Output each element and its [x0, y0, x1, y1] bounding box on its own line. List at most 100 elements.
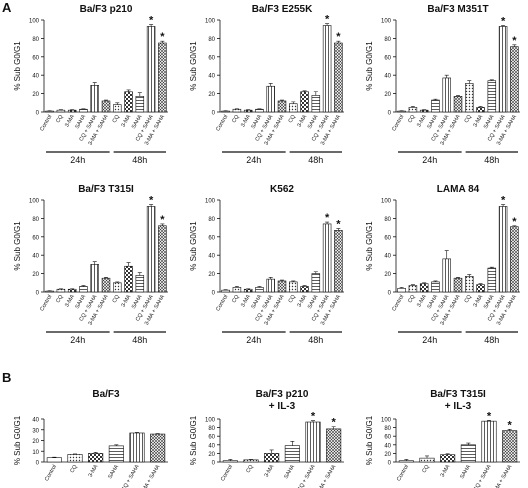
bar — [322, 25, 332, 113]
group-label: 48h — [308, 155, 323, 165]
error-bar — [336, 228, 341, 231]
y-tick-label: 60 — [32, 235, 39, 241]
chart-subtitle: + IL-3 — [269, 401, 296, 412]
y-tick-label: 100 — [381, 199, 392, 205]
x-tick-label: SAHA — [283, 464, 296, 480]
bar — [277, 280, 287, 293]
bar — [232, 287, 242, 293]
x-tick-label: CQ — [55, 113, 65, 124]
error-bar — [52, 456, 57, 458]
error-bar — [501, 25, 506, 27]
x-tick-label: CQ — [464, 293, 474, 304]
bar — [442, 258, 451, 293]
y-axis-label: % Sub G0/G1 — [13, 41, 22, 91]
panel-label: B — [2, 370, 11, 385]
bar — [255, 287, 264, 293]
bar — [326, 428, 342, 463]
bar — [264, 453, 280, 463]
y-tick-label: 60 — [208, 435, 215, 441]
x-tick-label: Control — [391, 294, 405, 312]
bar — [322, 223, 332, 293]
error-bar — [501, 204, 506, 207]
error-bar — [302, 90, 307, 92]
bar — [502, 430, 518, 463]
bar — [460, 444, 476, 463]
y-tick-label: 40 — [384, 443, 391, 449]
y-tick-label: 0 — [212, 461, 216, 467]
group-label: 48h — [484, 335, 499, 345]
y-tick-label: 40 — [32, 418, 39, 424]
error-bar — [126, 262, 131, 267]
y-tick-label: 100 — [205, 199, 216, 205]
x-tick-label: 3-MA — [297, 294, 309, 309]
error-bar — [268, 276, 273, 280]
bar — [476, 107, 485, 113]
error-bar — [325, 23, 330, 26]
x-tick-label: SAHA — [459, 464, 472, 480]
x-tick-label: 3-MA — [297, 114, 309, 129]
chart-title: Ba/F3 T315I — [430, 389, 486, 400]
bar — [243, 459, 259, 463]
x-tick-label: CQ — [231, 113, 241, 124]
error-bar — [114, 444, 119, 446]
error-bar — [149, 24, 154, 27]
error-bar — [137, 92, 142, 97]
y-tick-label: 100 — [29, 19, 40, 25]
bar — [311, 95, 321, 113]
y-tick-label: 40 — [208, 74, 215, 80]
error-bar — [478, 106, 483, 108]
x-tick-label: CQ — [407, 113, 417, 124]
x-tick-label: 3-MA + SAHA — [315, 464, 337, 488]
bar — [88, 453, 104, 463]
group-label: 24h — [422, 155, 437, 165]
x-tick-label: 3-MA + SAHA — [139, 464, 161, 488]
y-tick-label: 60 — [32, 55, 39, 61]
group-label: 24h — [70, 335, 85, 345]
error-bar — [512, 44, 517, 47]
bar — [124, 265, 133, 293]
x-tick-label: Control — [215, 114, 229, 132]
bar — [481, 420, 497, 463]
y-tick-label: 0 — [388, 291, 392, 297]
error-bar — [478, 283, 483, 285]
error-bar — [268, 83, 273, 87]
y-tick-label: 80 — [208, 426, 215, 432]
chart-title: Ba/F3 M351T — [427, 4, 488, 15]
y-tick-label: 0 — [388, 461, 392, 467]
panel-label: A — [2, 0, 12, 15]
bar — [221, 110, 230, 113]
error-bar — [445, 453, 450, 455]
bar — [67, 109, 77, 113]
error-bar — [269, 449, 274, 454]
x-tick-label: CQ + SAHA — [121, 464, 141, 488]
error-bar — [160, 40, 165, 43]
x-tick-label: SAHA — [107, 464, 120, 480]
y-tick-label: 0 — [36, 461, 40, 467]
bar — [476, 284, 485, 293]
y-tick-label: 80 — [208, 217, 215, 223]
error-bar — [456, 95, 460, 97]
bar — [510, 46, 519, 113]
y-tick-label: 0 — [388, 111, 392, 117]
group-label: 48h — [308, 335, 323, 345]
y-tick-label: 40 — [208, 254, 215, 260]
x-tick-label: 3-MA — [240, 114, 252, 129]
error-bar — [228, 459, 233, 461]
y-tick-label: 60 — [384, 55, 391, 61]
x-tick-label: 3-MA + SAHA — [491, 464, 513, 488]
error-bar — [507, 429, 512, 431]
error-bar — [456, 276, 460, 279]
error-bar — [137, 272, 142, 276]
bar — [419, 457, 435, 463]
x-tick-label: 3-MA — [473, 114, 485, 129]
error-bar — [234, 286, 239, 288]
x-tick-label: CQ — [288, 293, 298, 304]
x-tick-label: Control — [396, 464, 410, 482]
bar — [243, 288, 253, 293]
y-tick-label: 20 — [384, 272, 391, 278]
error-bar — [313, 271, 318, 274]
x-tick-label: CQ — [231, 293, 241, 304]
bar — [56, 288, 66, 293]
y-tick-label: 80 — [384, 426, 391, 432]
